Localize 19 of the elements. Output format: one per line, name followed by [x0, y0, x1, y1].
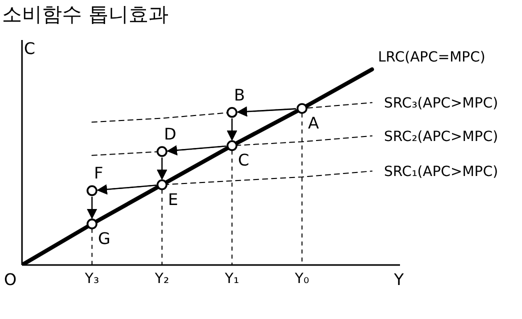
annotation: G	[98, 228, 110, 248]
series-label: SRC₁(APC>MPC)	[384, 164, 498, 180]
series-label: SRC₂(APC>MPC)	[384, 128, 498, 145]
annotation: F	[94, 164, 104, 183]
y-axis-title: C	[24, 39, 36, 58]
annotation: D	[164, 124, 176, 144]
x-axis-title: Y	[393, 270, 404, 289]
annotation: C	[238, 150, 250, 170]
x-tick-label: Y₁	[224, 270, 240, 287]
x-tick-label: Y₀	[294, 270, 310, 287]
series-label: LRC(APC=MPC)	[378, 49, 486, 66]
x-tick-label: Y₃	[84, 270, 100, 287]
series-label: SRC₃(APC>MPC)	[384, 96, 498, 112]
chart-title: 소비함수 톱니효과	[1, 1, 170, 28]
annotation: B	[234, 85, 245, 104]
annotation: A	[308, 113, 319, 132]
annotation: E	[168, 190, 178, 209]
x-tick-label: Y₂	[154, 270, 170, 287]
text: O	[4, 270, 17, 289]
